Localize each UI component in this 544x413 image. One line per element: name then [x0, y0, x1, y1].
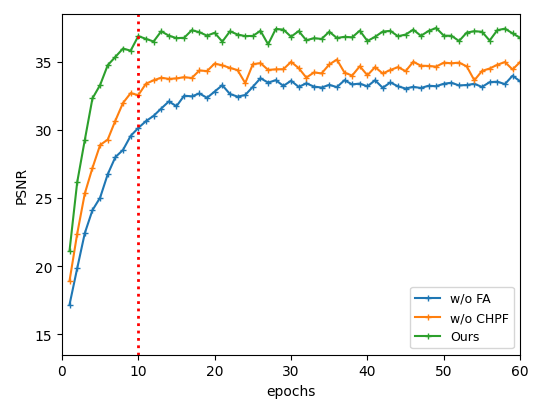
Line: w/o CHPF: w/o CHPF: [67, 58, 523, 284]
Ours: [212, 31, 218, 36]
w/o CHPF: [181, 76, 187, 81]
Line: w/o FA: w/o FA: [67, 74, 523, 308]
Ours: [517, 36, 523, 41]
Y-axis label: PSNR: PSNR: [15, 166, 29, 204]
w/o CHPF: [66, 279, 73, 284]
Ours: [196, 31, 203, 36]
w/o CHPF: [356, 64, 363, 69]
Ours: [143, 37, 149, 42]
Ours: [181, 36, 187, 41]
w/o FA: [181, 94, 187, 99]
X-axis label: epochs: epochs: [267, 384, 316, 398]
Ours: [433, 26, 440, 31]
w/o CHPF: [196, 69, 203, 74]
w/o CHPF: [212, 62, 218, 67]
w/o FA: [196, 92, 203, 97]
Line: Ours: Ours: [67, 26, 523, 254]
w/o FA: [509, 74, 516, 79]
w/o FA: [219, 83, 226, 88]
w/o FA: [143, 119, 149, 124]
w/o FA: [212, 90, 218, 95]
w/o FA: [66, 302, 73, 307]
w/o CHPF: [219, 64, 226, 69]
w/o CHPF: [143, 82, 149, 87]
Ours: [219, 40, 226, 45]
w/o CHPF: [517, 60, 523, 65]
w/o CHPF: [333, 58, 340, 63]
Legend: w/o FA, w/o CHPF, Ours: w/o FA, w/o CHPF, Ours: [410, 287, 514, 349]
w/o FA: [349, 83, 355, 88]
Ours: [349, 36, 355, 41]
Ours: [66, 249, 73, 254]
w/o FA: [517, 80, 523, 85]
